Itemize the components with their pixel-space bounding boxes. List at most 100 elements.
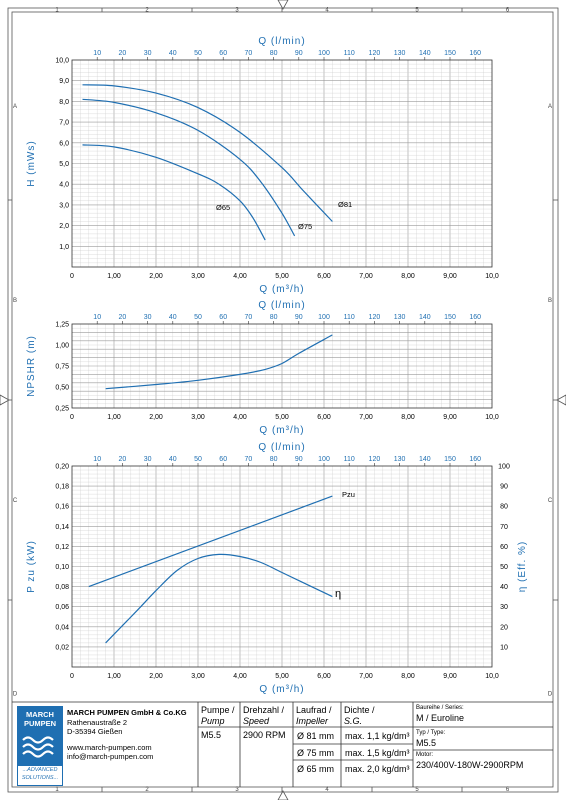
y2-tick-label: 20: [500, 624, 508, 631]
series-line-65: [82, 144, 266, 241]
x-tick-label: 5,00: [275, 273, 289, 280]
x-tick-label: 5,00: [275, 414, 289, 421]
chart-1: [71, 57, 493, 268]
company-name: MARCH PUMPEN GmbH & Co.KG: [67, 708, 187, 717]
y2-tick-label: 80: [500, 504, 508, 511]
x-tick-label: 10,0: [485, 273, 499, 280]
y2-tick-label: 30: [500, 604, 508, 611]
frame-col-label-top: 1: [55, 8, 59, 14]
y2-axis-title: η (Eff. %): [517, 541, 528, 593]
top-axis-tick-label: 80: [270, 456, 278, 463]
x-tick-label: 0: [70, 673, 74, 680]
density-2: max. 1,5 kg/dm³: [345, 748, 410, 758]
top-axis-tick-label: 10: [93, 456, 101, 463]
x-tick-label: 9,00: [443, 414, 457, 421]
top-axis-tick-label: 140: [419, 314, 431, 321]
y-tick-label: 0,25: [55, 406, 69, 413]
x-tick-label: 0: [70, 273, 74, 280]
center-mark-left: [0, 394, 10, 406]
series-value: M / Euroline: [416, 713, 465, 723]
y-tick-label: 2,0: [59, 223, 69, 230]
motor-value: 230/400V-180W-2900RPM: [416, 760, 524, 770]
top-axis-tick-label: 70: [245, 314, 253, 321]
x-tick-label: 8,00: [401, 414, 415, 421]
series-line-75: [82, 98, 296, 237]
x-tick-label: 6,00: [317, 673, 331, 680]
plot-border: [71, 465, 493, 668]
top-axis-tick-label: 20: [119, 314, 127, 321]
series-label: Pzu: [342, 490, 355, 499]
frame-col-label-top: 3: [235, 8, 239, 14]
x-tick-label: 4,00: [233, 673, 247, 680]
y-tick-label: 1,00: [55, 343, 69, 350]
top-axis-tick-label: 140: [419, 456, 431, 463]
top-axis-tick-label: 90: [295, 456, 303, 463]
y-tick-label: 0,18: [55, 484, 69, 491]
logo-slogan-1: ...ADVANCED: [22, 767, 58, 773]
y2-tick-label: 40: [500, 584, 508, 591]
title-block-grid: [12, 701, 553, 787]
center-mark-top: [277, 0, 289, 10]
top-axis-tick-label: 20: [119, 50, 127, 57]
x-tick-label: 8,00: [401, 673, 415, 680]
y-tick-label: 0,06: [55, 604, 69, 611]
top-axis-tick-label: 50: [194, 314, 202, 321]
logo-bottom: PUMPEN: [23, 719, 57, 728]
frame-row-label-right: A: [548, 104, 552, 110]
company-web[interactable]: www.march-pumpen.com: [67, 743, 152, 752]
plot-border: [71, 323, 493, 409]
top-axis-tick-label: 160: [469, 314, 481, 321]
y-tick-label: 7,0: [59, 120, 69, 127]
y-tick-label: 0,50: [55, 385, 69, 392]
x-tick-label: 5,00: [275, 673, 289, 680]
top-axis-tick-label: 50: [194, 50, 202, 57]
top-axis-title: Q (l/min): [258, 300, 305, 311]
y-tick-label: 3,0: [59, 202, 69, 209]
inner-frame: [11, 11, 554, 788]
x-tick-label: 7,00: [359, 673, 373, 680]
pump-value: M5.5: [201, 730, 222, 740]
y-tick-label: 0,75: [55, 364, 69, 371]
impeller-2: Ø 75 mm: [297, 748, 335, 758]
frame-col-label-top: 6: [506, 8, 510, 14]
top-axis-tick-label: 50: [194, 456, 202, 463]
y2-tick-label: 50: [500, 564, 508, 571]
plot-border: [71, 59, 493, 268]
x-tick-label: 7,00: [359, 273, 373, 280]
density-1: max. 1,1 kg/dm³: [345, 731, 410, 741]
top-axis-tick-label: 130: [394, 50, 406, 57]
x-axis-title: Q (m³/h): [259, 284, 304, 295]
wave-icon: [22, 736, 54, 758]
company-street: Rathenaustraße 2: [67, 718, 128, 727]
x-axis-title: Q (m³/h): [259, 684, 304, 695]
y-tick-label: 0,10: [55, 564, 69, 571]
frame-row-label-left: D: [13, 692, 18, 698]
company-city: D-35394 Gießen: [67, 727, 123, 736]
motor-label: Motor:: [416, 752, 434, 758]
y-tick-label: 8,0: [59, 99, 69, 106]
top-axis-tick-label: 120: [369, 50, 381, 57]
density-label-en: S.G.: [344, 716, 363, 726]
speed-label: Drehzahl /: [243, 705, 285, 715]
top-axis-tick-label: 100: [318, 456, 330, 463]
series-label: Ø75: [298, 222, 312, 231]
x-tick-label: 1,00: [107, 414, 121, 421]
top-axis-tick-label: 150: [444, 456, 456, 463]
frame-col-label-bottom: 5: [415, 787, 419, 793]
company-email[interactable]: info@march-pumpen.com: [67, 752, 154, 761]
impeller-label-en: Impeller: [296, 716, 329, 726]
x-tick-label: 10,0: [485, 414, 499, 421]
x-tick-label: 2,00: [149, 414, 163, 421]
density-3: max. 2,0 kg/dm³: [345, 764, 410, 774]
center-mark-bottom: [277, 790, 289, 800]
impeller-3: Ø 65 mm: [297, 764, 335, 774]
frame-col-label-bottom: 6: [506, 787, 510, 793]
top-axis-tick-label: 150: [444, 314, 456, 321]
x-tick-label: 0: [70, 414, 74, 421]
x-tick-label: 9,00: [443, 273, 457, 280]
x-tick-label: 2,00: [149, 673, 163, 680]
logo-top: MARCH: [26, 710, 54, 719]
center-mark-right: [556, 394, 566, 406]
x-tick-label: 6,00: [317, 414, 331, 421]
frame-row-label-left: A: [13, 104, 17, 110]
